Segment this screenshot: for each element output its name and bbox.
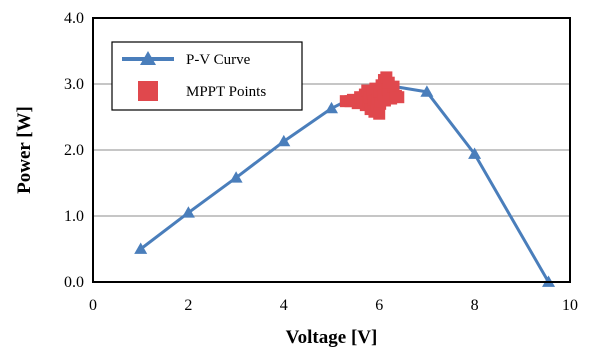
pv-curve-point-7 (468, 147, 482, 159)
x-tick-label-5: 10 (562, 297, 578, 314)
x-tick-label-1: 2 (184, 297, 192, 314)
pv-curve-point-0 (134, 242, 148, 254)
y-tick-label-2: 2.0 (64, 142, 84, 159)
pv-curve-point-6 (420, 85, 434, 97)
x-tick-label-0: 0 (89, 297, 97, 314)
x-tick-label-4: 8 (471, 297, 479, 314)
x-tick-label-2: 4 (280, 297, 288, 314)
pv-curve-point-1 (181, 206, 195, 218)
mppt-point-32 (382, 76, 395, 89)
y-tick-label-0: 0.0 (64, 274, 84, 291)
pv-curve-point-2 (229, 171, 243, 183)
x-tick-label-3: 6 (375, 297, 383, 314)
legend-label-pv-curve: P-V Curve (186, 52, 251, 68)
series-layer (134, 71, 556, 287)
pv-curve-point-3 (277, 134, 291, 147)
y-tick-label-3: 3.0 (64, 76, 84, 93)
legend: P-V Curve MPPT Points (111, 41, 303, 111)
mppt-point-31 (373, 107, 386, 120)
y-tick-label-1: 1.0 (64, 208, 84, 225)
legend-marker-pv-curve (140, 51, 156, 65)
y-tick-label-4: 4.0 (64, 10, 84, 27)
pv-curve-point-4 (325, 101, 338, 114)
y-axis-title: Power [W] (14, 106, 35, 194)
x-axis-title: Voltage [V] (286, 327, 378, 348)
legend-marker-mppt-points (138, 81, 158, 101)
tick-labels: 0.0 1.0 2.0 3.0 4.0 0 2 4 6 8 10 (64, 10, 578, 314)
plot-area-frame (92, 17, 571, 283)
mppt-point-30 (392, 91, 405, 104)
legend-label-mppt-points: MPPT Points (186, 84, 266, 100)
